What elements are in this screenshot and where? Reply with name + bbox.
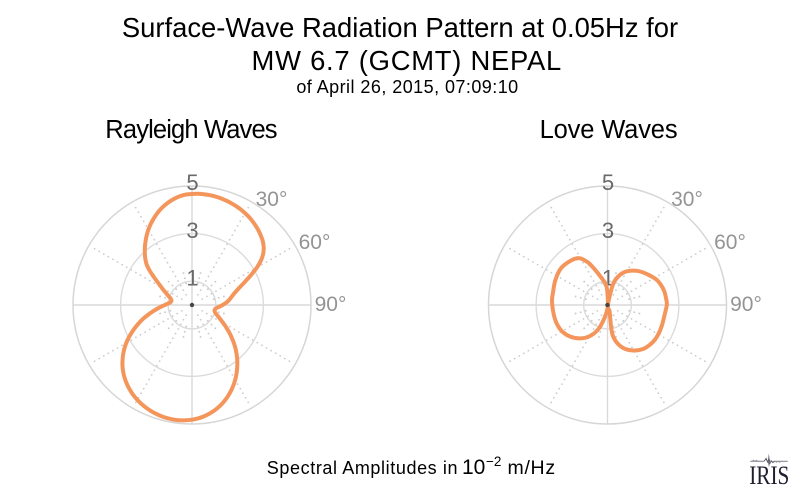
svg-text:90°: 90° (730, 293, 762, 316)
svg-text:60°: 60° (299, 231, 331, 254)
svg-text:30°: 30° (256, 188, 288, 211)
svg-text:1: 1 (186, 266, 198, 291)
svg-text:Spectral Amplitudes in: Spectral Amplitudes in (267, 458, 458, 478)
svg-text:IRIS: IRIS (749, 461, 789, 490)
svg-text:10: 10 (462, 456, 485, 479)
svg-text:5: 5 (602, 170, 614, 195)
svg-text:30°: 30° (671, 188, 703, 211)
svg-text:3: 3 (186, 218, 198, 243)
svg-text:−2: −2 (486, 454, 501, 469)
svg-text:90°: 90° (315, 293, 347, 316)
svg-text:m/Hz: m/Hz (508, 457, 556, 479)
svg-text:3: 3 (602, 218, 614, 243)
svg-text:5: 5 (186, 170, 198, 195)
svg-text:60°: 60° (714, 231, 746, 254)
